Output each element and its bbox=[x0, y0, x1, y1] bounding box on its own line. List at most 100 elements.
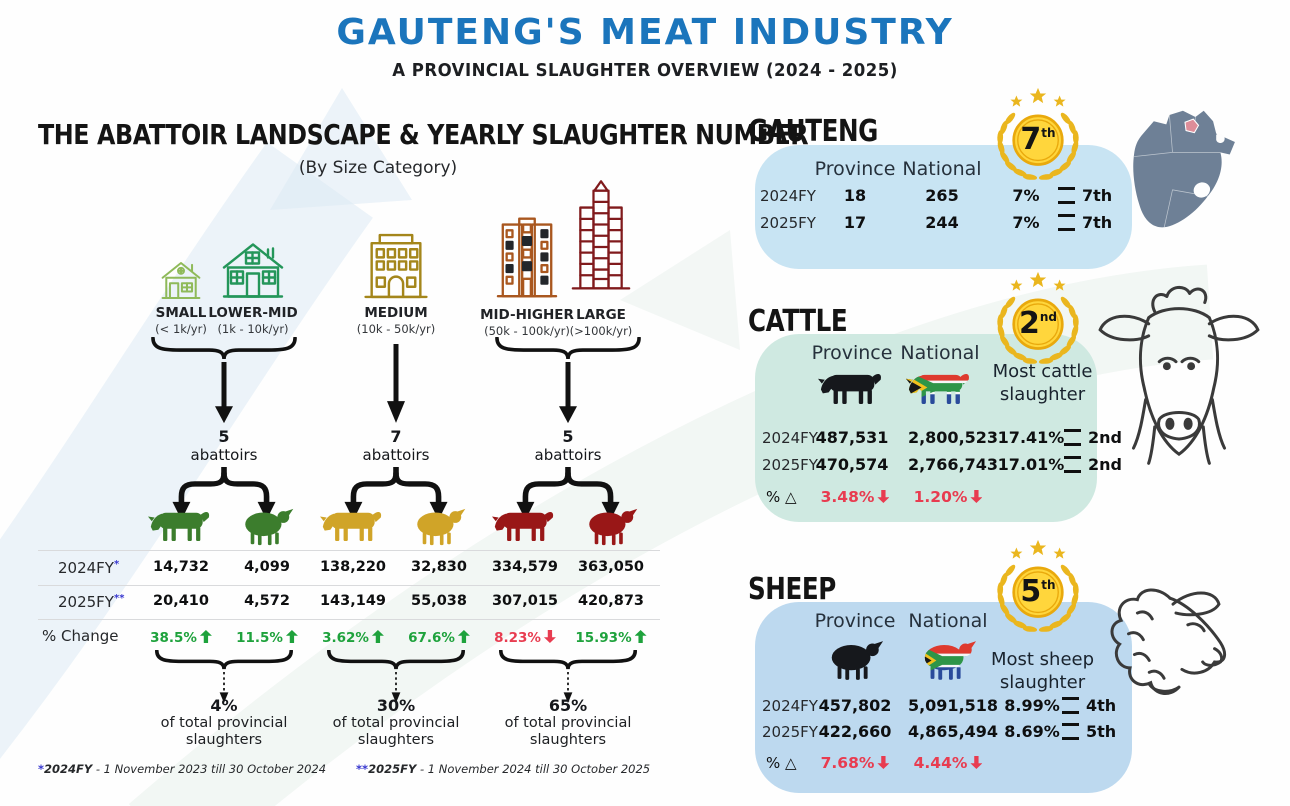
gauteng-row1-province: 18 bbox=[843, 186, 867, 205]
cattle-row2-pct: 17.01% bbox=[997, 455, 1065, 474]
page-subtitle: A PROVINCIAL SLAUGHTER OVERVIEW (2024 - … bbox=[392, 60, 898, 81]
cattle-row1-year: 2024FY bbox=[762, 429, 818, 447]
abattoir-section-title: THE ABATTOIR LANDSCAPE & YEARLY SLAUGHTE… bbox=[38, 118, 809, 151]
change-value: 3.62% bbox=[322, 630, 384, 646]
cattle-caption: Most cattle slaughter bbox=[992, 361, 1093, 406]
cattle-row1-pct: 17.41% bbox=[997, 428, 1065, 447]
table-cell: 55,038 bbox=[411, 593, 467, 609]
gauteng-rank-text: 7th bbox=[1020, 122, 1056, 157]
sheep-row2-province: 422,660 bbox=[818, 722, 892, 741]
sheep-row1-national: 5,091,518 bbox=[907, 696, 999, 715]
sheep-gold-icon bbox=[410, 507, 468, 547]
trend-arrow-icon bbox=[285, 630, 298, 643]
table-cell: 32,830 bbox=[411, 559, 467, 575]
category-label-midhigher: MID-HIGHER (50k - 100k/yr) bbox=[480, 307, 574, 338]
table-cell: 14,732 bbox=[153, 559, 209, 575]
sheep-col-national: National bbox=[908, 610, 988, 632]
sheep-delta-province: 7.68% bbox=[821, 754, 890, 772]
table-cell: 307,015 bbox=[491, 593, 559, 609]
sheep-row2-rank: 5th bbox=[1062, 722, 1116, 741]
sheep-row1-pct: 8.99% bbox=[1004, 696, 1060, 715]
footnote-2025fy: **2025FY - 1 November 2024 till 30 Octob… bbox=[356, 762, 651, 776]
trend-arrow-icon bbox=[199, 630, 212, 643]
group2-count: 7 abattoirs bbox=[362, 427, 430, 464]
change-value: 8.23% bbox=[494, 630, 556, 646]
equals-icon bbox=[1062, 723, 1079, 740]
group3-arrow-down-icon bbox=[558, 362, 578, 424]
table-divider bbox=[38, 585, 660, 586]
group3-brace bbox=[494, 337, 642, 360]
change-value: 38.5% bbox=[150, 630, 212, 646]
row-label-change: % Change bbox=[42, 627, 119, 645]
group1-brace bbox=[150, 337, 298, 360]
change-value: 15.93% bbox=[575, 630, 647, 646]
row-label-2025fy: 2025FY** bbox=[58, 593, 125, 611]
sheep-rank-text: 5th bbox=[1020, 574, 1056, 609]
cattle-col-province: Province bbox=[811, 342, 893, 364]
cattle-col-national: National bbox=[900, 342, 980, 364]
cattle-red-icon bbox=[492, 504, 558, 546]
group3-count: 5 abattoirs bbox=[534, 427, 602, 464]
equals-icon bbox=[1064, 429, 1081, 446]
cattle-row1-national: 2,800,523 bbox=[907, 428, 999, 447]
sheep-row1-rank: 4th bbox=[1062, 696, 1116, 715]
category-label-small: SMALL (< 1k/yr) bbox=[155, 305, 207, 336]
group1-arrow-down-icon bbox=[214, 362, 234, 424]
table-cell: 420,873 bbox=[577, 593, 645, 609]
footnotes: *2024FY - 1 November 2023 till 30 Octobe… bbox=[38, 762, 650, 776]
sheep-red-icon bbox=[582, 507, 640, 547]
abattoir-section-subtitle: (By Size Category) bbox=[298, 158, 458, 178]
building-large-icon bbox=[570, 176, 632, 303]
gauteng-row2-pct: 7% bbox=[1012, 213, 1040, 232]
cattle-row2-national: 2,766,743 bbox=[907, 455, 999, 474]
cattle-panel bbox=[755, 334, 1097, 522]
group2-arrow-down-icon bbox=[386, 344, 406, 424]
province-cattle-icon bbox=[818, 366, 886, 409]
cattle-delta-province: 3.48% bbox=[821, 488, 890, 506]
share3-block: 65% of total provincial slaughters bbox=[504, 696, 632, 749]
table-divider bbox=[38, 550, 660, 551]
footnote-marker: * bbox=[113, 559, 120, 570]
table-cell: 334,579 bbox=[491, 559, 559, 575]
trend-arrow-icon bbox=[970, 756, 983, 769]
cattle-rank-text: 2nd bbox=[1018, 306, 1057, 341]
gauteng-col-province: Province bbox=[814, 158, 896, 180]
table-cell: 138,220 bbox=[319, 559, 387, 575]
category-label-medium: MEDIUM (10k - 50k/yr) bbox=[356, 305, 436, 336]
table-cell: 143,149 bbox=[319, 593, 387, 609]
cow-head-illustration bbox=[1098, 286, 1260, 465]
footnote-2024fy: *2024FY - 1 November 2023 till 30 Octobe… bbox=[38, 762, 327, 776]
equals-icon bbox=[1058, 187, 1075, 204]
cattle-row1-province: 487,531 bbox=[815, 428, 889, 447]
equals-icon bbox=[1058, 214, 1075, 231]
table-cell: 4,099 bbox=[244, 559, 290, 575]
equals-icon bbox=[1064, 456, 1081, 473]
sheep-delta-national: 4.44% bbox=[914, 754, 983, 772]
gauteng-row1-pct: 7% bbox=[1012, 186, 1040, 205]
sheep-row2-year: 2025FY bbox=[762, 723, 818, 741]
cattle-row2-rank: 2nd bbox=[1064, 455, 1122, 474]
share2-block: 30% of total provincial slaughters bbox=[332, 696, 460, 749]
sheep-row1-province: 457,802 bbox=[818, 696, 892, 715]
footnote-marker: ** bbox=[113, 593, 125, 604]
trend-arrow-icon bbox=[371, 630, 384, 643]
sheep-caption: Most sheep slaughter bbox=[990, 649, 1095, 694]
gauteng-row2-national: 244 bbox=[925, 213, 959, 232]
group1-count: 5 abattoirs bbox=[190, 427, 258, 464]
trend-arrow-icon bbox=[457, 630, 470, 643]
house-lowermid-icon bbox=[221, 240, 285, 303]
sheep-title: SHEEP bbox=[748, 572, 836, 607]
cattle-delta-national: 1.20% bbox=[914, 488, 983, 506]
gauteng-title: GAUTENG bbox=[748, 114, 878, 149]
trend-arrow-icon bbox=[877, 756, 890, 769]
gauteng-row2-province: 17 bbox=[843, 213, 867, 232]
national-flag-sheep-icon bbox=[924, 641, 977, 680]
table-cell: 4,572 bbox=[244, 593, 290, 609]
table-divider bbox=[38, 619, 660, 620]
trend-arrow-icon bbox=[543, 630, 556, 643]
category-label-lowermid: LOWER-MID (1k - 10k/yr) bbox=[208, 305, 298, 336]
sheep-row1-year: 2024FY bbox=[762, 697, 818, 715]
animal-icon-row bbox=[138, 504, 654, 550]
table-row-2025: 20,410 4,572 143,149 55,038 307,015 420,… bbox=[138, 593, 654, 609]
trend-arrow-icon bbox=[634, 630, 647, 643]
